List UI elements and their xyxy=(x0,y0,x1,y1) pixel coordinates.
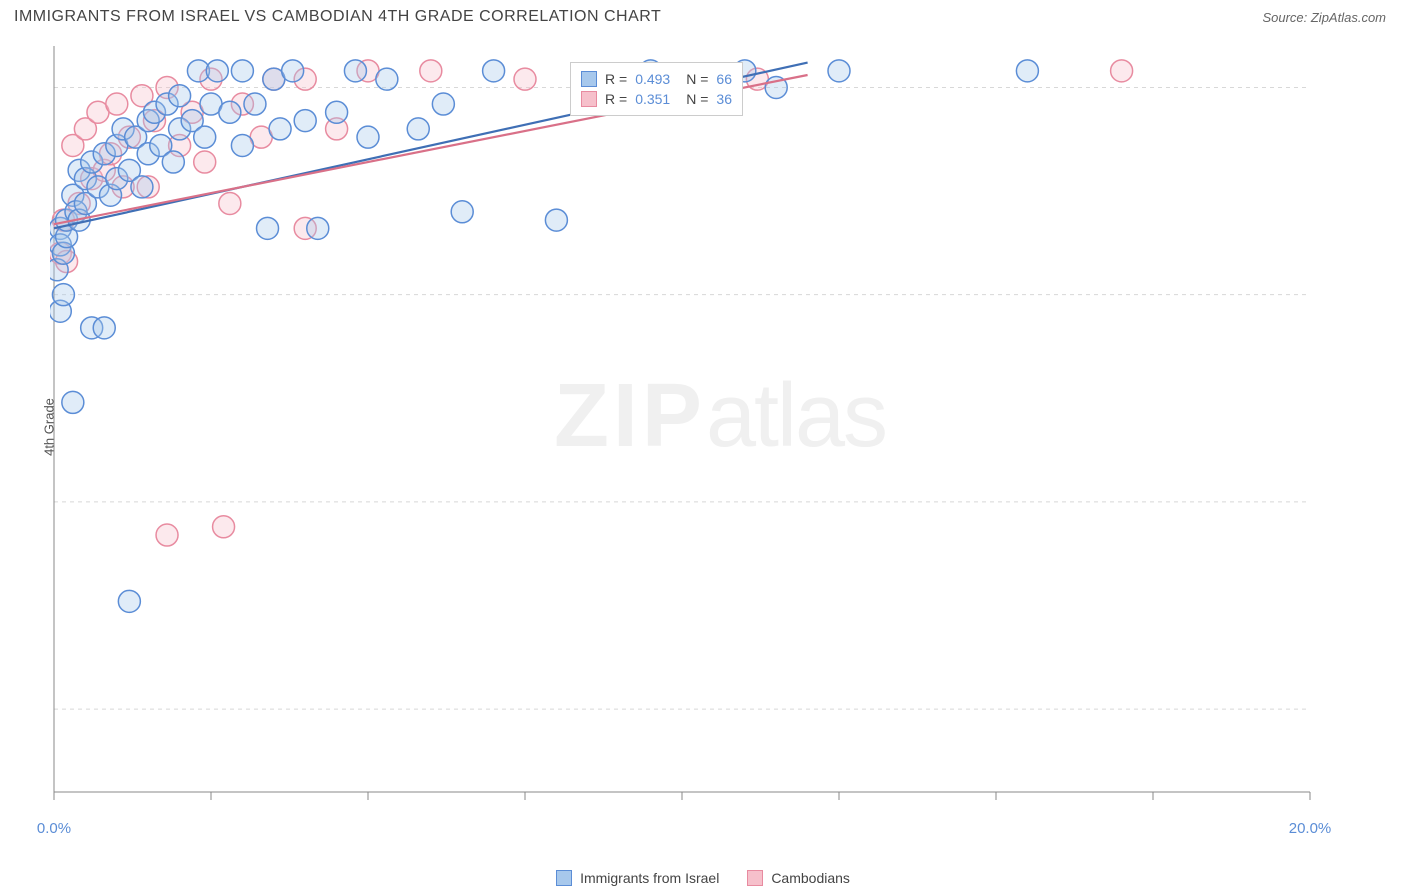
correlation-legend: R = 0.493 N = 66 R = 0.351 N = 36 xyxy=(570,62,743,116)
legend-swatch-cambodian xyxy=(581,91,597,107)
legend-swatch-israel-icon xyxy=(556,870,572,886)
legend-item-cambodian: Cambodians xyxy=(747,870,850,886)
chart-source: Source: ZipAtlas.com xyxy=(1262,10,1386,25)
chart-header: IMMIGRANTS FROM ISRAEL VS CAMBODIAN 4TH … xyxy=(0,0,1406,30)
y-axis-label: 4th Grade xyxy=(41,398,56,456)
legend-row-israel: R = 0.493 N = 66 xyxy=(581,69,732,89)
legend-item-israel: Immigrants from Israel xyxy=(556,870,719,886)
legend-row-cambodian: R = 0.351 N = 36 xyxy=(581,89,732,109)
scatter-plot xyxy=(50,42,1390,812)
series-legend: Immigrants from Israel Cambodians xyxy=(0,870,1406,886)
x-tick-label: 20.0% xyxy=(1289,820,1332,837)
chart-title: IMMIGRANTS FROM ISRAEL VS CAMBODIAN 4TH … xyxy=(14,8,661,26)
x-tick-label: 0.0% xyxy=(37,820,71,837)
chart-area: ZIPatlas 4th Grade 0.0%20.0% 100.0%97.5%… xyxy=(50,42,1390,812)
legend-swatch-israel xyxy=(581,71,597,87)
legend-swatch-cambodian-icon xyxy=(747,870,763,886)
y-tick-labels: 100.0%97.5%95.0%92.5% xyxy=(1398,42,1406,812)
x-tick-labels: 0.0%20.0% xyxy=(50,820,1390,840)
